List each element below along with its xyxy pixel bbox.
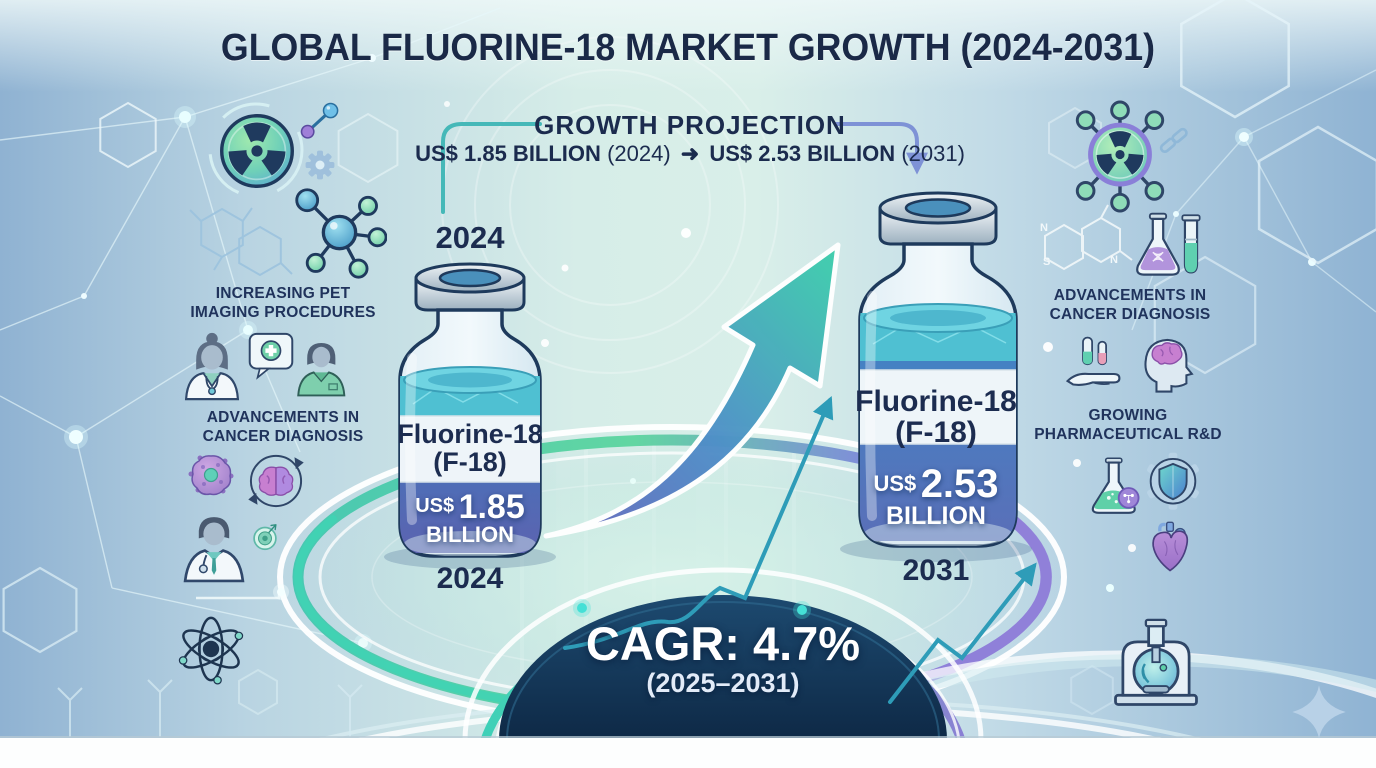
driver-label-cancer-left: ADVANCEMENTS IN CANCER DIAGNOSIS xyxy=(168,408,398,446)
vial-cap-septum xyxy=(438,268,502,288)
cagr-value: CAGR: 4.7% xyxy=(585,617,861,670)
projection-arrow-glyph: ➜ xyxy=(680,141,700,166)
vial-liquid xyxy=(860,291,1016,546)
cyclotron-icon xyxy=(1114,618,1198,706)
vial-2024-value: US$ 1.85 BILLION xyxy=(395,490,545,546)
test-tube-icon xyxy=(1181,214,1201,274)
chem-label-n2: N xyxy=(1110,254,1118,266)
gear-icon xyxy=(305,150,335,180)
vial-2031 xyxy=(858,191,1018,548)
driver-cancer-right-line2: CANCER DIAGNOSIS xyxy=(1049,306,1211,324)
radiation-symbol-icon xyxy=(220,114,294,188)
ring-teal-arc xyxy=(294,515,518,705)
plexus-network-left xyxy=(0,7,501,644)
driver-label-pharma-rd: GROWING PHARMACEUTICAL R&D xyxy=(1018,406,1238,444)
vial-2031-name-line2: (F-18) xyxy=(895,416,977,450)
projection-bracket-left xyxy=(441,122,542,214)
vial-2024-year-top: 2024 xyxy=(435,220,505,255)
projection-to-year: (2031) xyxy=(901,141,965,166)
dashed-ring-decor xyxy=(208,102,304,198)
rd-flask-icon xyxy=(1091,457,1140,514)
vial-2024 xyxy=(398,262,542,558)
vial-2024-unit: BILLION xyxy=(426,522,514,547)
vial-2024-name-line2: (F-18) xyxy=(433,447,507,478)
sparkle-icon xyxy=(1292,685,1346,739)
molecule-icon xyxy=(295,188,387,279)
growth-projection-values: US$ 1.85 BILLION (2024) ➜ US$ 2.53 BILLI… xyxy=(340,141,1040,167)
glow-dots xyxy=(444,101,1136,592)
circuit-y-lines xyxy=(57,679,363,737)
molecule-dumbbell-icon xyxy=(300,102,339,139)
vial-2031-unit: BILLION xyxy=(886,502,986,530)
projection-to-value: US$ 2.53 BILLION xyxy=(709,141,896,166)
trend-line-arrow-right xyxy=(888,562,1037,704)
heart-icon xyxy=(1152,521,1189,572)
female-doctor-icon xyxy=(184,332,240,401)
trend-line-arrow xyxy=(563,395,834,650)
cagr-period: (2025–2031) xyxy=(646,668,800,698)
driver-cancer-right-line1: ADVANCEMENTS IN xyxy=(1053,287,1207,304)
driver-label-cancer-right: ADVANCEMENTS IN CANCER DIAGNOSIS xyxy=(1030,286,1230,324)
vial-2024-year-bottom: 2024 xyxy=(436,562,504,595)
chem-label-s1: S xyxy=(1043,256,1051,268)
medical-chat-icon xyxy=(248,332,294,380)
bottom-band xyxy=(0,738,1376,768)
driver-cancer-left-line2: CANCER DIAGNOSIS xyxy=(202,428,364,446)
vial-2031-amount: 2.53 xyxy=(920,462,999,506)
projection-arrow-right xyxy=(834,122,928,175)
driver-pharma-line2: PHARMACEUTICAL R&D xyxy=(1034,426,1222,444)
vial-liquid xyxy=(400,353,540,556)
hand-test-tubes-icon xyxy=(1065,336,1121,386)
projection-from-year: (2024) xyxy=(607,141,671,166)
flask-dna-icon xyxy=(1136,212,1180,276)
driver-pharma-line1: GROWING xyxy=(1088,407,1168,424)
atom-icon xyxy=(178,616,244,685)
projection-from-value: US$ 1.85 BILLION xyxy=(415,141,601,166)
vial-2024-currency: US$ xyxy=(415,495,455,517)
plexus-nodes-right xyxy=(1173,128,1316,266)
driver-pet-line1: INCREASING PET xyxy=(215,285,351,302)
head-brain-icon xyxy=(1144,338,1194,393)
male-doctor-icon xyxy=(183,517,245,583)
vial-2031-currency: US$ xyxy=(873,471,917,496)
vial-2024-name-line1: Fluorine-18 xyxy=(397,419,543,449)
vial-2031-value: US$ 2.53 BILLION xyxy=(850,464,1022,529)
vial-2024-name: Fluorine-18 (F-18) xyxy=(395,420,545,476)
circuit-node xyxy=(277,588,285,596)
shield-gear-icon xyxy=(1147,452,1199,510)
cancer-cell-icon xyxy=(188,455,234,496)
radiation-molecule-icon xyxy=(1075,100,1165,213)
cagr-arch xyxy=(462,567,984,742)
brain-scan-icon xyxy=(248,454,304,508)
growth-projection-heading: GROWTH PROJECTION xyxy=(534,110,846,140)
growth-arrow xyxy=(543,242,841,539)
vial-2031-name: Fluorine-18 (F-18) xyxy=(850,386,1022,448)
vial-2031-name-line1: Fluorine-18 xyxy=(855,385,1017,418)
target-cell-icon xyxy=(253,524,277,551)
driver-cancer-left-line1: ADVANCEMENTS IN xyxy=(206,409,360,426)
vial-2031-year-bottom: 2031 xyxy=(902,554,970,587)
chem-structure-left xyxy=(189,207,293,277)
plexus-network-right xyxy=(1131,69,1376,331)
vial-2024-amount: 1.85 xyxy=(458,488,525,526)
chem-label-n1: N xyxy=(1040,222,1048,234)
page-title: GLOBAL FLUORINE-18 MARKET GROWTH (2024-2… xyxy=(220,27,1156,69)
driver-label-pet-imaging: INCREASING PET IMAGING PROCEDURES xyxy=(168,284,398,322)
nurse-icon xyxy=(297,342,346,397)
chem-structure-right xyxy=(1044,204,1133,271)
chain-link-icon xyxy=(1159,127,1188,154)
vial-cap-septum xyxy=(904,198,972,218)
driver-pet-line2: IMAGING PROCEDURES xyxy=(190,304,376,322)
